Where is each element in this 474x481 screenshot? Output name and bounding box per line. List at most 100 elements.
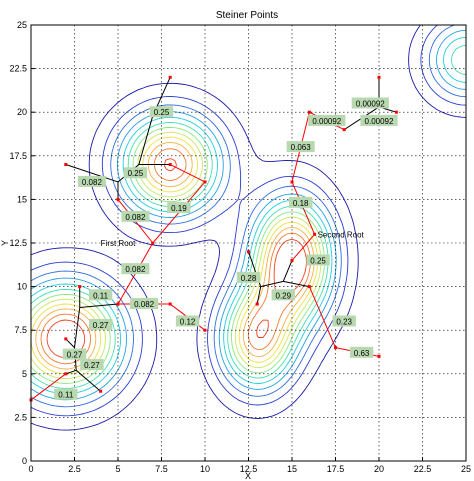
- point-label-text: First Root: [101, 239, 136, 248]
- x-tick-label: 15: [287, 464, 297, 474]
- x-tick-label: 25: [461, 464, 471, 474]
- node-point: [394, 110, 398, 114]
- point-label: 0.25: [306, 254, 330, 266]
- y-tick-label: 25: [17, 20, 27, 30]
- point-label-text: 0.27: [67, 351, 83, 360]
- point-label-box: [88, 318, 113, 330]
- point-label-box: [130, 298, 159, 310]
- contour-level: [30, 131, 322, 380]
- gridlines: [31, 25, 466, 461]
- point-label-box: [62, 348, 87, 360]
- node-point: [203, 328, 207, 332]
- point-label: 0.27: [80, 359, 104, 371]
- steiner-edge: [79, 303, 119, 309]
- point-label: First Root: [101, 239, 136, 248]
- point-label-text: 0.63: [354, 349, 370, 358]
- point-label-box: [351, 97, 389, 109]
- point-label: Second Root: [318, 230, 365, 239]
- point-label: 0.11: [88, 289, 113, 301]
- node-point: [334, 346, 337, 350]
- point-label: 0.29: [271, 289, 295, 301]
- node-point: [307, 110, 311, 114]
- point-label: 0.19: [167, 202, 191, 214]
- point-label-text: 0.29: [276, 291, 292, 300]
- point-label: 0.23: [332, 315, 356, 327]
- node-point: [255, 302, 259, 306]
- point-label-text: 0.00092: [312, 117, 341, 126]
- node-point: [290, 180, 294, 184]
- node-point: [290, 258, 294, 262]
- point-label-box: [149, 106, 174, 118]
- steiner-edge: [138, 115, 154, 165]
- point-label-text: 0.11: [93, 291, 109, 300]
- point-label: 0.11: [54, 388, 78, 400]
- steiner-edge: [74, 307, 81, 348]
- node-point: [168, 163, 172, 167]
- point-label-box: [332, 315, 356, 327]
- point-label-text: 0.082: [125, 265, 146, 274]
- point-label-text: 0.082: [125, 213, 146, 222]
- node-point: [377, 354, 381, 358]
- point-label: 0.63: [349, 346, 374, 358]
- y-tick-label: 7.5: [14, 325, 27, 335]
- point-label: 0.27: [88, 318, 113, 330]
- point-label-box: [271, 289, 295, 301]
- node-point: [377, 75, 381, 79]
- node-point: [168, 75, 172, 79]
- tree-edge: [291, 233, 315, 261]
- point-label: 0.28: [236, 271, 261, 283]
- node-point: [342, 128, 346, 132]
- steiner-edge: [65, 164, 119, 183]
- y-tick-label: 17.5: [9, 151, 27, 161]
- point-label-box: [123, 167, 148, 179]
- x-tick-label: 10: [200, 464, 210, 474]
- x-tick-label: 17.5: [327, 464, 345, 474]
- point-label-box: [236, 271, 261, 283]
- y-tick-label: 22.5: [9, 64, 27, 74]
- point-label: 0.12: [175, 315, 200, 327]
- point-label: 0.00092: [360, 114, 398, 126]
- contour-level: [30, 24, 467, 431]
- axis-ticks: 0 2.5 5 7.5 10 12.5 15 17.5 20 22.5 25 0 2.5 5 7.5 10 12…: [9, 20, 471, 474]
- point-label: 0.25: [123, 167, 148, 179]
- node-point: [168, 302, 172, 306]
- steiner-edge: [282, 260, 293, 282]
- steiner-edge: [256, 286, 262, 305]
- point-label-text: 0.25: [128, 169, 144, 178]
- steiner-edge: [65, 369, 77, 375]
- point-label: 0.00092: [351, 97, 389, 109]
- x-tick-label: 20: [374, 464, 384, 474]
- point-label-box: [360, 114, 398, 126]
- node-point: [151, 241, 155, 245]
- point-label-text: 0.12: [180, 317, 196, 326]
- point-label: 0.082: [77, 175, 106, 187]
- y-axis-label: Y: [0, 240, 10, 246]
- y-tick-label: 12.5: [9, 238, 27, 248]
- x-axis-label: X: [245, 471, 251, 481]
- tree-edge: [169, 164, 206, 183]
- point-label: 0.27: [62, 348, 87, 360]
- point-label-text: 0.18: [293, 199, 309, 208]
- point-label-text: 0.063: [291, 143, 312, 152]
- point-label-text: 0.23: [336, 317, 352, 326]
- point-label-text: 0.082: [82, 178, 103, 187]
- point-label-box: [286, 141, 315, 153]
- point-label-box: [306, 254, 330, 266]
- point-label-box: [77, 175, 106, 187]
- point-label: 0.063: [286, 141, 315, 153]
- point-label-box: [349, 346, 374, 358]
- point-label-text: 0.00092: [356, 99, 385, 108]
- tree-edge: [30, 373, 67, 401]
- y-tick-label: 20: [17, 107, 27, 117]
- node-point: [203, 180, 207, 184]
- point-label-box: [308, 114, 346, 126]
- point-labels: 0.25 0.25 0.082 0.19 0.082 First Root 0.082 0.1…: [54, 97, 398, 400]
- node-point: [64, 163, 68, 167]
- point-label-box: [88, 289, 113, 301]
- point-label-box: [54, 388, 78, 400]
- y-tick-label: 2.5: [14, 412, 27, 422]
- chart-title: Steiner Points: [216, 10, 278, 21]
- point-label: 0.082: [130, 298, 159, 310]
- tree-edge: [308, 286, 336, 348]
